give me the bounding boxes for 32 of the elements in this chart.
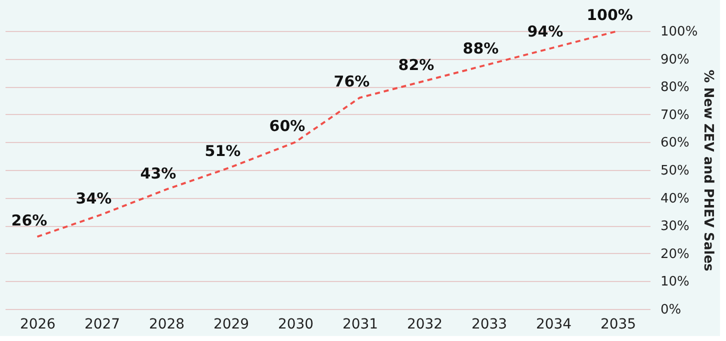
- x-tick-label: 2027: [84, 316, 120, 332]
- data-label: 100%: [586, 6, 633, 24]
- x-tick-label: 2028: [148, 316, 185, 332]
- data-label: 43%: [140, 164, 176, 182]
- y-tick-label: 70%: [660, 108, 690, 123]
- y-tick-label: 90%: [660, 52, 690, 68]
- x-tick-label: 2026: [20, 316, 56, 332]
- y-tick-label: 50%: [660, 164, 690, 178]
- data-label: 88%: [462, 39, 499, 58]
- data-label: 82%: [398, 56, 434, 74]
- data-label: 51%: [204, 142, 241, 160]
- y-tick-label: 80%: [660, 80, 690, 96]
- y-axis-title: % New ZEV and PHEV Sales: [700, 70, 716, 272]
- x-tick-label: 2029: [213, 316, 250, 332]
- y-tick-label: 0%: [660, 302, 682, 318]
- y-tick-label: 40%: [660, 191, 690, 206]
- x-tick-label: 2034: [536, 316, 572, 332]
- data-label: 94%: [527, 22, 564, 41]
- y-tick-label: 10%: [660, 274, 690, 290]
- x-tick-label: 2031: [342, 316, 378, 332]
- y-tick-label: 30%: [660, 219, 690, 234]
- data-label: 34%: [76, 189, 112, 208]
- data-label: 76%: [334, 72, 370, 91]
- y-tick-label: 100%: [660, 24, 698, 40]
- data-label: 60%: [269, 117, 306, 136]
- y-tick-label: 20%: [660, 246, 690, 262]
- x-tick-label: 2030: [278, 316, 314, 332]
- x-tick-label: 2035: [600, 316, 636, 332]
- data-label: 26%: [11, 212, 48, 230]
- y-tick-label: 60%: [660, 136, 690, 151]
- x-tick-label: 2033: [471, 316, 508, 332]
- x-tick-label: 2032: [406, 316, 443, 332]
